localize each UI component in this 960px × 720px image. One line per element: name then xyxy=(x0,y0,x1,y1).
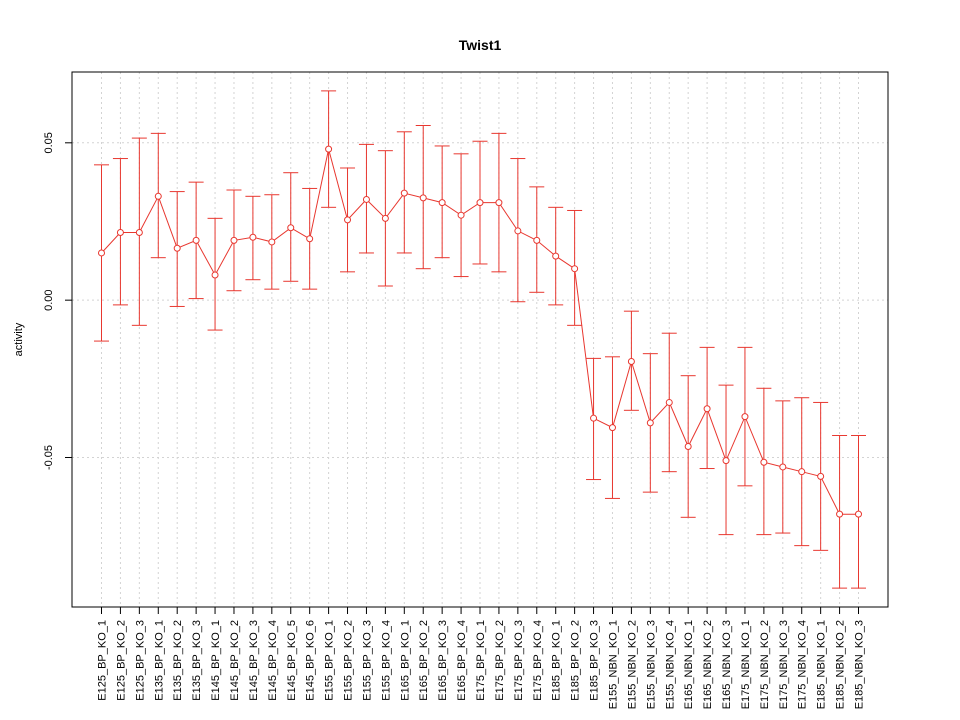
x-tick-label: E165_BP_KO_2 xyxy=(418,620,430,701)
data-point xyxy=(722,457,730,465)
x-tick-label: E185_NBN_KO_3 xyxy=(854,620,866,709)
data-point xyxy=(571,265,579,273)
data-point xyxy=(98,249,105,257)
x-tick-label: E185_BP_KO_3 xyxy=(589,620,601,701)
x-tick-label: E165_NBN_KO_2 xyxy=(702,620,714,709)
data-point xyxy=(741,413,749,421)
data-point xyxy=(779,463,787,471)
data-point xyxy=(665,398,673,406)
x-tick-label: E155_BP_KO_1 xyxy=(324,620,336,701)
x-tick-label: E175_NBN_KO_2 xyxy=(759,620,771,709)
x-tick-label: E155_NBN_KO_2 xyxy=(626,620,638,709)
x-tick-label: E175_BP_KO_3 xyxy=(513,620,525,701)
x-tick-label: E145_BP_KO_3 xyxy=(248,620,260,701)
x-tick-label: E185_BP_KO_1 xyxy=(551,620,563,701)
data-point xyxy=(646,419,654,427)
x-tick-label: E165_BP_KO_3 xyxy=(437,620,449,701)
data-point xyxy=(836,510,844,518)
x-tick-label: E145_BP_KO_5 xyxy=(286,620,298,701)
data-point xyxy=(476,199,484,207)
x-tick-label: E175_NBN_KO_3 xyxy=(778,620,790,709)
x-tick-label: E155_NBN_KO_1 xyxy=(607,620,619,709)
data-point xyxy=(552,252,560,260)
x-tick-label: E185_BP_KO_2 xyxy=(570,620,582,701)
y-tick-label: -0.05 xyxy=(43,445,55,470)
x-tick-label: E185_NBN_KO_1 xyxy=(816,620,828,709)
data-point xyxy=(116,229,124,236)
x-tick-label: E155_BP_KO_4 xyxy=(380,620,392,701)
x-axis: E125_BP_KO_1 E125_BP_KO_2 E125_BP_KO_3 E135… xyxy=(97,607,866,709)
data-point xyxy=(268,238,276,246)
data-point xyxy=(760,458,768,466)
data-point xyxy=(344,216,352,224)
x-tick-label: E155_BP_KO_3 xyxy=(361,620,373,701)
x-tick-label: E165_NBN_KO_1 xyxy=(683,620,695,709)
x-tick-label: E175_BP_KO_4 xyxy=(532,620,544,701)
x-tick-label: E145_BP_KO_6 xyxy=(305,620,317,701)
data-point xyxy=(400,189,408,197)
data-point xyxy=(684,443,692,450)
data-point xyxy=(135,229,143,236)
x-tick-label: E165_BP_KO_1 xyxy=(399,620,411,701)
y-axis: -0.05 0.00 0.05 xyxy=(43,132,72,470)
data-point xyxy=(703,405,711,413)
data-point xyxy=(627,358,635,366)
data-point xyxy=(798,468,806,476)
x-tick-label: E145_BP_KO_1 xyxy=(210,620,222,701)
y-axis-label: activity xyxy=(13,322,25,356)
data-point xyxy=(192,236,200,244)
x-tick-label: E175_NBN_KO_4 xyxy=(797,620,809,709)
x-tick-label: E155_BP_KO_2 xyxy=(343,620,355,701)
data-point xyxy=(533,236,541,244)
x-tick-label: E145_BP_KO_4 xyxy=(267,620,279,701)
data-point xyxy=(817,472,825,480)
x-tick-label: E185_NBN_KO_2 xyxy=(835,620,847,709)
x-tick-label: E155_NBN_KO_3 xyxy=(645,620,657,709)
data-point xyxy=(438,199,446,207)
x-tick-label: E135_BP_KO_3 xyxy=(191,620,203,701)
chart-title: Twist1 xyxy=(459,37,502,53)
data-point xyxy=(381,214,389,222)
x-tick-label: E135_BP_KO_2 xyxy=(172,620,184,701)
x-tick-label: E175_BP_KO_1 xyxy=(475,620,487,701)
data-point xyxy=(154,192,162,200)
x-tick-label: E145_BP_KO_2 xyxy=(229,620,241,701)
x-tick-label: E155_NBN_KO_4 xyxy=(664,620,676,709)
data-point xyxy=(211,271,219,279)
x-tick-label: E135_BP_KO_1 xyxy=(153,620,165,701)
y-tick-label: 0.05 xyxy=(43,132,55,153)
data-point xyxy=(287,224,295,232)
data-point xyxy=(249,233,257,241)
data-point xyxy=(230,236,238,244)
x-tick-label: E125_BP_KO_1 xyxy=(97,620,109,701)
data-point xyxy=(362,195,370,203)
data-point xyxy=(325,145,333,153)
data-point xyxy=(855,510,862,518)
data-point xyxy=(419,194,427,202)
data-point xyxy=(590,414,598,422)
series xyxy=(94,90,866,589)
x-tick-label: E165_BP_KO_4 xyxy=(456,620,468,701)
data-point xyxy=(457,211,465,219)
data-point xyxy=(514,227,522,235)
data-point xyxy=(608,424,616,432)
x-tick-label: E175_BP_KO_2 xyxy=(494,620,506,701)
y-tick-label: 0.00 xyxy=(43,289,55,310)
x-tick-label: E175_NBN_KO_1 xyxy=(740,620,752,709)
data-point xyxy=(173,244,181,252)
data-point xyxy=(495,199,503,207)
x-tick-label: E125_BP_KO_2 xyxy=(115,620,127,701)
x-tick-label: E165_NBN_KO_3 xyxy=(721,620,733,709)
data-point xyxy=(306,235,314,243)
x-tick-label: E125_BP_KO_3 xyxy=(134,620,146,701)
